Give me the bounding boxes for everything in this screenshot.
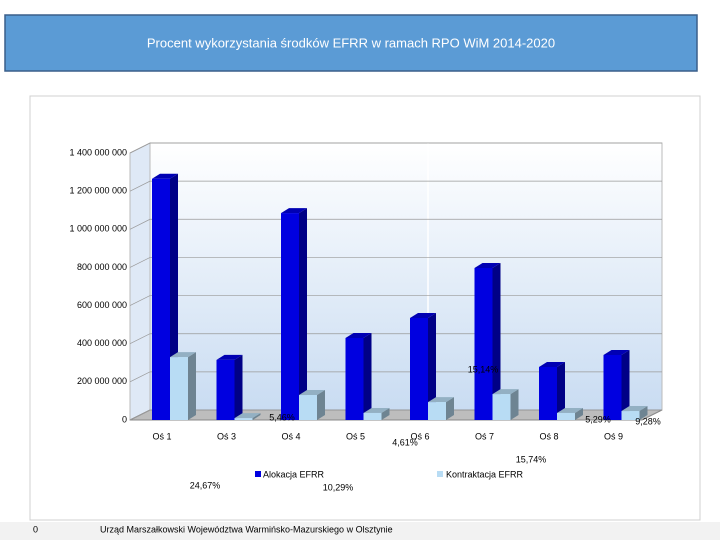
legend-swatch — [437, 471, 443, 477]
bar-side — [621, 349, 630, 420]
x-tick-label: Oś 8 — [539, 431, 558, 441]
bar-side — [234, 354, 243, 420]
bar-top — [557, 407, 583, 413]
chart-title: Procent wykorzystania środków EFRR w ram… — [147, 35, 555, 50]
grid-line — [129, 142, 662, 154]
bar — [216, 359, 235, 420]
annotation: 15,74% — [516, 454, 547, 464]
legend-label: Kontraktacja EFRR — [446, 469, 524, 479]
bar — [345, 337, 364, 420]
bar-top — [474, 263, 501, 269]
bar-top — [281, 208, 307, 214]
bar — [621, 411, 640, 420]
y-tick-label: 1 400 000 000 — [69, 147, 127, 157]
bar — [299, 395, 317, 420]
bar — [428, 402, 446, 420]
annotation: 5,29% — [585, 414, 611, 424]
x-tick-label: Oś 5 — [346, 431, 365, 441]
annotation: 4,61% — [392, 437, 418, 447]
bar — [603, 354, 622, 420]
bar — [363, 412, 382, 420]
bar-top — [234, 413, 261, 419]
grid-line — [129, 180, 662, 192]
bar-side — [557, 361, 565, 420]
bar-top — [363, 407, 390, 413]
x-tick-label: Oś 7 — [475, 431, 494, 441]
legend-label: Alokacja EFRR — [263, 469, 325, 479]
y-tick-label: 0 — [122, 414, 127, 424]
bar-top — [170, 352, 196, 358]
bar-top — [216, 354, 243, 360]
title-box — [4, 14, 698, 72]
y-tick-label: 800 000 000 — [77, 262, 127, 272]
grid-line — [129, 218, 662, 230]
page-number: 0 — [33, 524, 38, 534]
y-tick-label: 1 000 000 000 — [69, 224, 127, 234]
x-tick-label: Oś 3 — [217, 431, 236, 441]
bar-side — [317, 390, 325, 420]
y-tick-label: 1 200 000 000 — [69, 186, 127, 196]
bar-side — [188, 352, 196, 420]
annotation: 15,14% — [468, 364, 499, 374]
bar — [281, 213, 299, 420]
bar-side — [363, 332, 372, 420]
y-tick-label: 600 000 000 — [77, 300, 127, 310]
bar-side — [381, 407, 390, 420]
bar-top — [299, 390, 325, 396]
bar — [170, 357, 188, 420]
bar — [410, 317, 428, 420]
bar-top — [152, 173, 178, 179]
bar-side — [510, 389, 519, 420]
annotation: 10,29% — [323, 482, 354, 492]
bar-top — [410, 312, 436, 318]
x-tick-label: Oś 6 — [410, 431, 429, 441]
x-tick-label: Oś 4 — [281, 431, 300, 441]
y-tick-label: 200 000 000 — [77, 376, 127, 386]
bar-side — [428, 312, 436, 420]
bar-top — [345, 332, 372, 338]
bar-side — [492, 263, 501, 420]
bar-side — [299, 208, 307, 420]
bar — [557, 412, 575, 420]
side-wall — [129, 142, 151, 421]
bar-side — [252, 413, 261, 420]
legend-swatch — [255, 471, 261, 477]
bar — [492, 394, 511, 420]
bar-side — [446, 397, 454, 420]
bar-top — [603, 349, 630, 355]
bar-top — [539, 361, 565, 367]
bar — [474, 268, 493, 420]
annotation: 24,67% — [190, 480, 221, 490]
bar — [152, 178, 170, 420]
footer-bar — [0, 522, 720, 540]
x-tick-label: Oś 9 — [604, 431, 623, 441]
bar-top — [492, 389, 519, 395]
bar-top — [621, 406, 648, 412]
annotation: 5,46% — [269, 412, 295, 422]
footer-text: Urząd Marszałkowski Województwa Warmińsk… — [100, 524, 393, 534]
x-tick-label: Oś 1 — [152, 431, 171, 441]
y-tick-label: 400 000 000 — [77, 338, 127, 348]
grid-line — [129, 257, 662, 268]
bar-side — [575, 407, 583, 420]
bar-top — [428, 397, 454, 403]
bar — [539, 366, 557, 420]
annotation: 9,28% — [635, 416, 661, 426]
bar — [234, 418, 253, 420]
bar-side — [639, 406, 648, 420]
